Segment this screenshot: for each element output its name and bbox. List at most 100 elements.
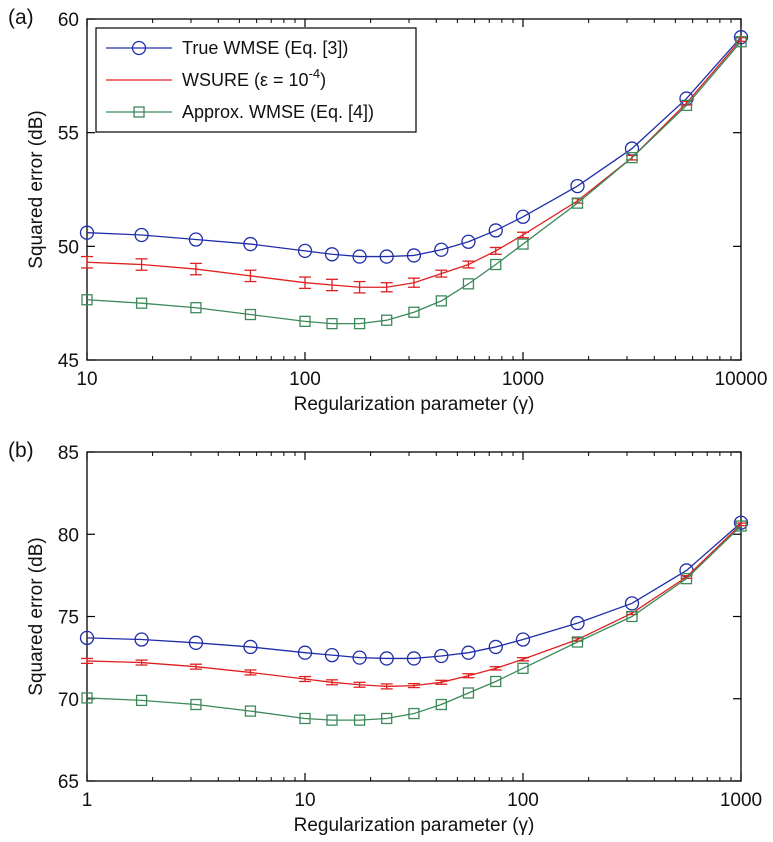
data-point-square — [81, 294, 93, 306]
data-point-circle — [434, 242, 449, 257]
series-line-0 — [86, 36, 742, 258]
plot-frame — [86, 451, 742, 782]
data-point-circle — [297, 243, 313, 259]
data-point-square — [462, 278, 475, 290]
data-point-circle — [570, 615, 585, 631]
data-point-circle — [243, 639, 258, 655]
y-tick-label: 45 — [58, 351, 79, 372]
legend-label: WSURE (ε = 10-4) — [182, 66, 326, 90]
x-tick-label: 1000 — [720, 790, 762, 811]
data-point-square — [490, 258, 502, 271]
y-tick-label: 75 — [58, 608, 79, 629]
data-point-circle — [406, 248, 422, 263]
panel-label: (b) — [8, 439, 34, 462]
data-point-circle — [379, 651, 394, 666]
data-point-square — [381, 712, 393, 725]
y-tick-label: 70 — [58, 690, 79, 711]
data-point-circle — [134, 227, 149, 243]
data-point-square — [571, 636, 584, 648]
data-point-square — [735, 520, 747, 532]
data-point-circle — [515, 632, 531, 647]
x-tick-label: 10 — [294, 790, 315, 811]
data-point-square — [680, 99, 693, 112]
data-point-square — [435, 295, 447, 307]
x-axis-label: Regularization parameter (γ) — [294, 394, 535, 415]
data-point-circle — [352, 249, 367, 264]
data-point-square — [735, 36, 747, 48]
series-line-2 — [86, 41, 742, 325]
data-point-circle — [461, 645, 476, 660]
y-axis-label: Squared error (dB) — [26, 110, 47, 268]
data-point-circle — [488, 223, 503, 238]
data-point-circle — [79, 225, 95, 240]
series-line-1 — [86, 523, 742, 688]
y-axis-label: Squared error (dB) — [26, 537, 47, 695]
data-point-square — [408, 306, 420, 318]
legend-marker-circle — [131, 40, 147, 56]
legend-marker-square — [133, 106, 145, 118]
legend-label: Approx. WMSE (Eq. [4]) — [182, 102, 374, 122]
data-point-circle — [488, 639, 503, 655]
data-point-square — [244, 705, 257, 717]
data-point-square — [435, 698, 447, 711]
y-tick-label: 50 — [58, 237, 79, 258]
data-point-circle — [188, 635, 204, 650]
data-point-circle — [352, 650, 367, 665]
data-point-square — [462, 687, 475, 699]
panel-label: (a) — [8, 6, 34, 29]
data-point-circle — [379, 249, 394, 264]
legend-label-superscript: -4 — [309, 66, 321, 81]
chart-panel-a: 10 100 1000 10000 45 50 55 60 Regularization par… — [8, 6, 767, 415]
x-tick-label: 100 — [507, 790, 539, 811]
data-point-circle — [624, 596, 640, 611]
legend-label-main: WSURE (ε = 10 — [182, 70, 309, 90]
data-point-circle — [434, 648, 449, 664]
x-tick-label: 1000 — [502, 369, 544, 390]
data-point-square — [244, 308, 257, 321]
data-point-square — [135, 694, 148, 707]
data-point-circle — [188, 232, 204, 247]
x-tick-label: 10 — [76, 369, 97, 390]
y-tick-label: 85 — [58, 443, 79, 464]
data-point-square — [571, 197, 584, 209]
data-point-circle — [733, 30, 749, 45]
data-point-circle — [324, 247, 340, 262]
data-point-square — [490, 675, 502, 688]
data-point-square — [81, 692, 93, 704]
data-point-square — [517, 662, 529, 674]
series-line-0 — [86, 522, 742, 660]
data-point-square — [353, 317, 366, 330]
x-axis-label: Regularization parameter (γ) — [294, 815, 535, 836]
chart-panel-b: 1 10 100 1000 65 70 75 80 85 Regularization param… — [8, 439, 762, 836]
legend-label-tail: ) — [320, 70, 326, 90]
data-point-circle — [461, 234, 476, 249]
x-tick-label: 1 — [82, 790, 93, 811]
data-point-circle — [324, 648, 340, 663]
data-point-circle — [134, 632, 149, 647]
data-point-square — [135, 297, 148, 309]
data-point-square — [680, 573, 693, 585]
data-point-square — [626, 610, 638, 623]
data-point-square — [326, 714, 338, 726]
data-point-square — [381, 314, 393, 326]
plot-frame — [86, 18, 742, 361]
data-point-circle — [406, 651, 422, 666]
data-point-square — [326, 317, 338, 330]
data-point-square — [299, 712, 311, 725]
y-tick-label: 55 — [58, 124, 79, 145]
x-tick-label: 100 — [289, 369, 321, 390]
data-point-circle — [570, 178, 585, 194]
data-point-square — [408, 707, 420, 720]
data-point-circle — [243, 236, 258, 252]
data-point-circle — [733, 515, 749, 530]
data-point-square — [517, 238, 529, 250]
y-tick-label: 65 — [58, 772, 79, 793]
y-tick-label: 80 — [58, 525, 79, 546]
series-line-2 — [86, 525, 742, 721]
legend-label: True WMSE (Eq. [3]) — [182, 38, 348, 58]
data-point-square — [190, 302, 202, 314]
data-point-square — [353, 714, 366, 726]
data-point-circle — [297, 645, 313, 660]
data-point-square — [190, 698, 202, 711]
